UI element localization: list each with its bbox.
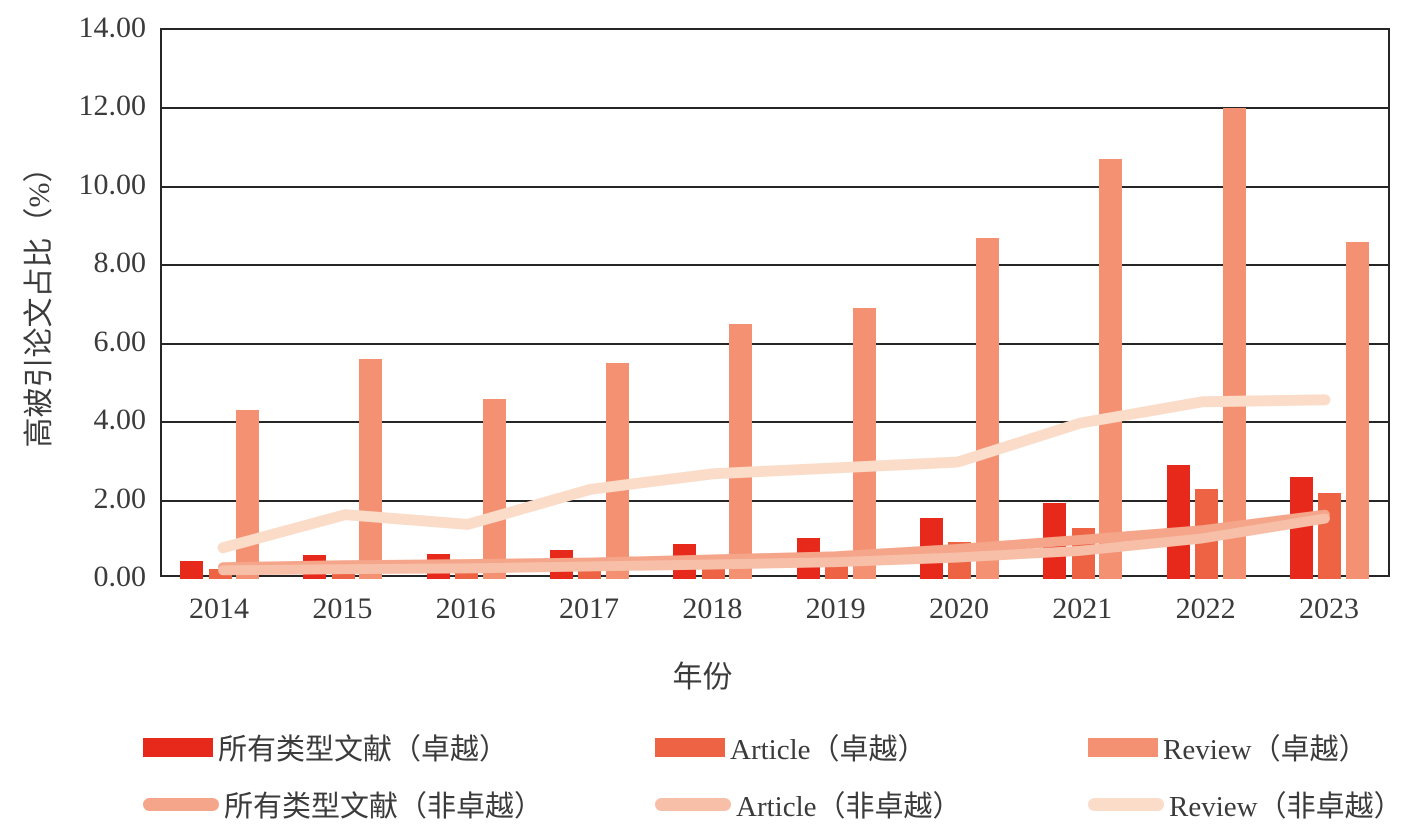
y-tick-label: 2.00 — [93, 481, 147, 515]
bar-Review（卓越）-2018 — [729, 324, 753, 579]
gridline-8.00 — [162, 264, 1388, 267]
bar-Review（卓越）-2015 — [359, 359, 383, 579]
gridline-6.00 — [162, 342, 1388, 345]
bar-Article（卓越）-2023 — [1318, 492, 1342, 579]
x-tick-label: 2018 — [682, 592, 743, 625]
plot-area — [160, 28, 1390, 579]
legend-label: Article（非卓越） — [736, 791, 962, 823]
bar-Article（卓越）-2018 — [701, 559, 725, 579]
x-tick-label: 2017 — [558, 592, 619, 625]
x-tick-label: 2014 — [189, 592, 249, 625]
bar-所有类型文献（卓越）-2018 — [673, 543, 697, 579]
y-tick-label: 10.00 — [78, 167, 147, 201]
bar-所有类型文献（卓越）-2023 — [1289, 477, 1313, 579]
legend-item: Article（卓越） — [655, 730, 927, 766]
bar-Article（卓越）-2016 — [455, 567, 479, 579]
bar-Review（卓越）-2014 — [236, 410, 259, 579]
line-Article（非卓越） — [218, 513, 1330, 576]
legend-swatch-line — [1088, 797, 1164, 811]
y-tick-label: 8.00 — [93, 246, 147, 280]
bar-所有类型文献（卓越）-2015 — [303, 555, 327, 579]
legend-swatch-bar — [655, 737, 725, 757]
gridline-4.00 — [162, 421, 1388, 424]
legend-item: Article（非卓越） — [655, 787, 962, 823]
bar-Review（卓越）-2017 — [605, 363, 629, 579]
x-tick-label: 2016 — [435, 592, 496, 625]
legend-item: Review（非卓越） — [1088, 787, 1403, 823]
bar-所有类型文献（卓越）-2014 — [180, 561, 203, 579]
line-所有类型文献（非卓越） — [218, 509, 1330, 573]
x-tick-label: 2015 — [312, 592, 373, 625]
y-tick-label: 0.00 — [93, 560, 147, 593]
legend-swatch-bar — [1088, 737, 1158, 757]
bar-Article（卓越）-2020 — [948, 541, 972, 579]
bar-所有类型文献（卓越）-2016 — [426, 553, 450, 579]
bar-Article（卓越）-2014 — [208, 569, 232, 579]
bar-所有类型文献（卓越）-2019 — [796, 537, 820, 579]
legend-label: 所有类型文献（非卓越） — [224, 791, 544, 823]
legend-item: Review（卓越） — [1088, 730, 1368, 766]
bar-所有类型文献（卓越）-2022 — [1166, 465, 1190, 579]
bar-Article（卓越）-2017 — [578, 561, 602, 579]
y-tick-label: 12.00 — [78, 89, 147, 123]
legend-label: 所有类型文献（卓越） — [218, 734, 509, 766]
legend-label: Review（非卓越） — [1169, 791, 1403, 823]
bar-Review（卓越）-2016 — [482, 398, 506, 579]
legend-swatch-line — [655, 797, 731, 811]
x-tick-label: 2023 — [1298, 592, 1359, 625]
bar-Article（卓越）-2021 — [1071, 528, 1095, 579]
bar-所有类型文献（卓越）-2020 — [919, 518, 943, 579]
x-tick-label: 2019 — [805, 592, 866, 625]
x-tick-label: 2021 — [1052, 592, 1113, 625]
legend-item: 所有类型文献（卓越） — [143, 730, 508, 766]
x-tick-label: 2020 — [928, 592, 989, 625]
x-tick-label: 2022 — [1175, 592, 1236, 625]
bar-所有类型文献（卓越）-2021 — [1043, 502, 1067, 579]
bar-Article（卓越）-2015 — [331, 569, 355, 579]
bar-Review（卓越）-2021 — [1099, 159, 1123, 579]
x-axis-title: 年份 — [672, 661, 733, 694]
bar-Review（卓越）-2022 — [1222, 108, 1246, 579]
y-tick-label: 6.00 — [93, 324, 147, 358]
bar-Article（卓越）-2019 — [825, 551, 849, 579]
bar-Article（卓越）-2022 — [1195, 488, 1219, 579]
legend-label: Article（卓越） — [730, 734, 927, 766]
y-tick-label: 4.00 — [93, 403, 147, 437]
gridline-10.00 — [162, 185, 1388, 188]
legend-swatch-line — [143, 797, 219, 811]
legend-item: 所有类型文献（非卓越） — [143, 787, 543, 823]
gridline-12.00 — [162, 107, 1388, 110]
legend-swatch-bar — [143, 737, 213, 757]
bar-Review（卓越）-2020 — [975, 237, 999, 579]
y-tick-label: 14.00 — [78, 11, 147, 44]
bar-Review（卓越）-2019 — [852, 308, 876, 579]
bar-所有类型文献（卓越）-2017 — [549, 549, 573, 579]
bar-Review（卓越）-2023 — [1345, 241, 1369, 579]
legend-label: Review（卓越） — [1163, 734, 1368, 766]
